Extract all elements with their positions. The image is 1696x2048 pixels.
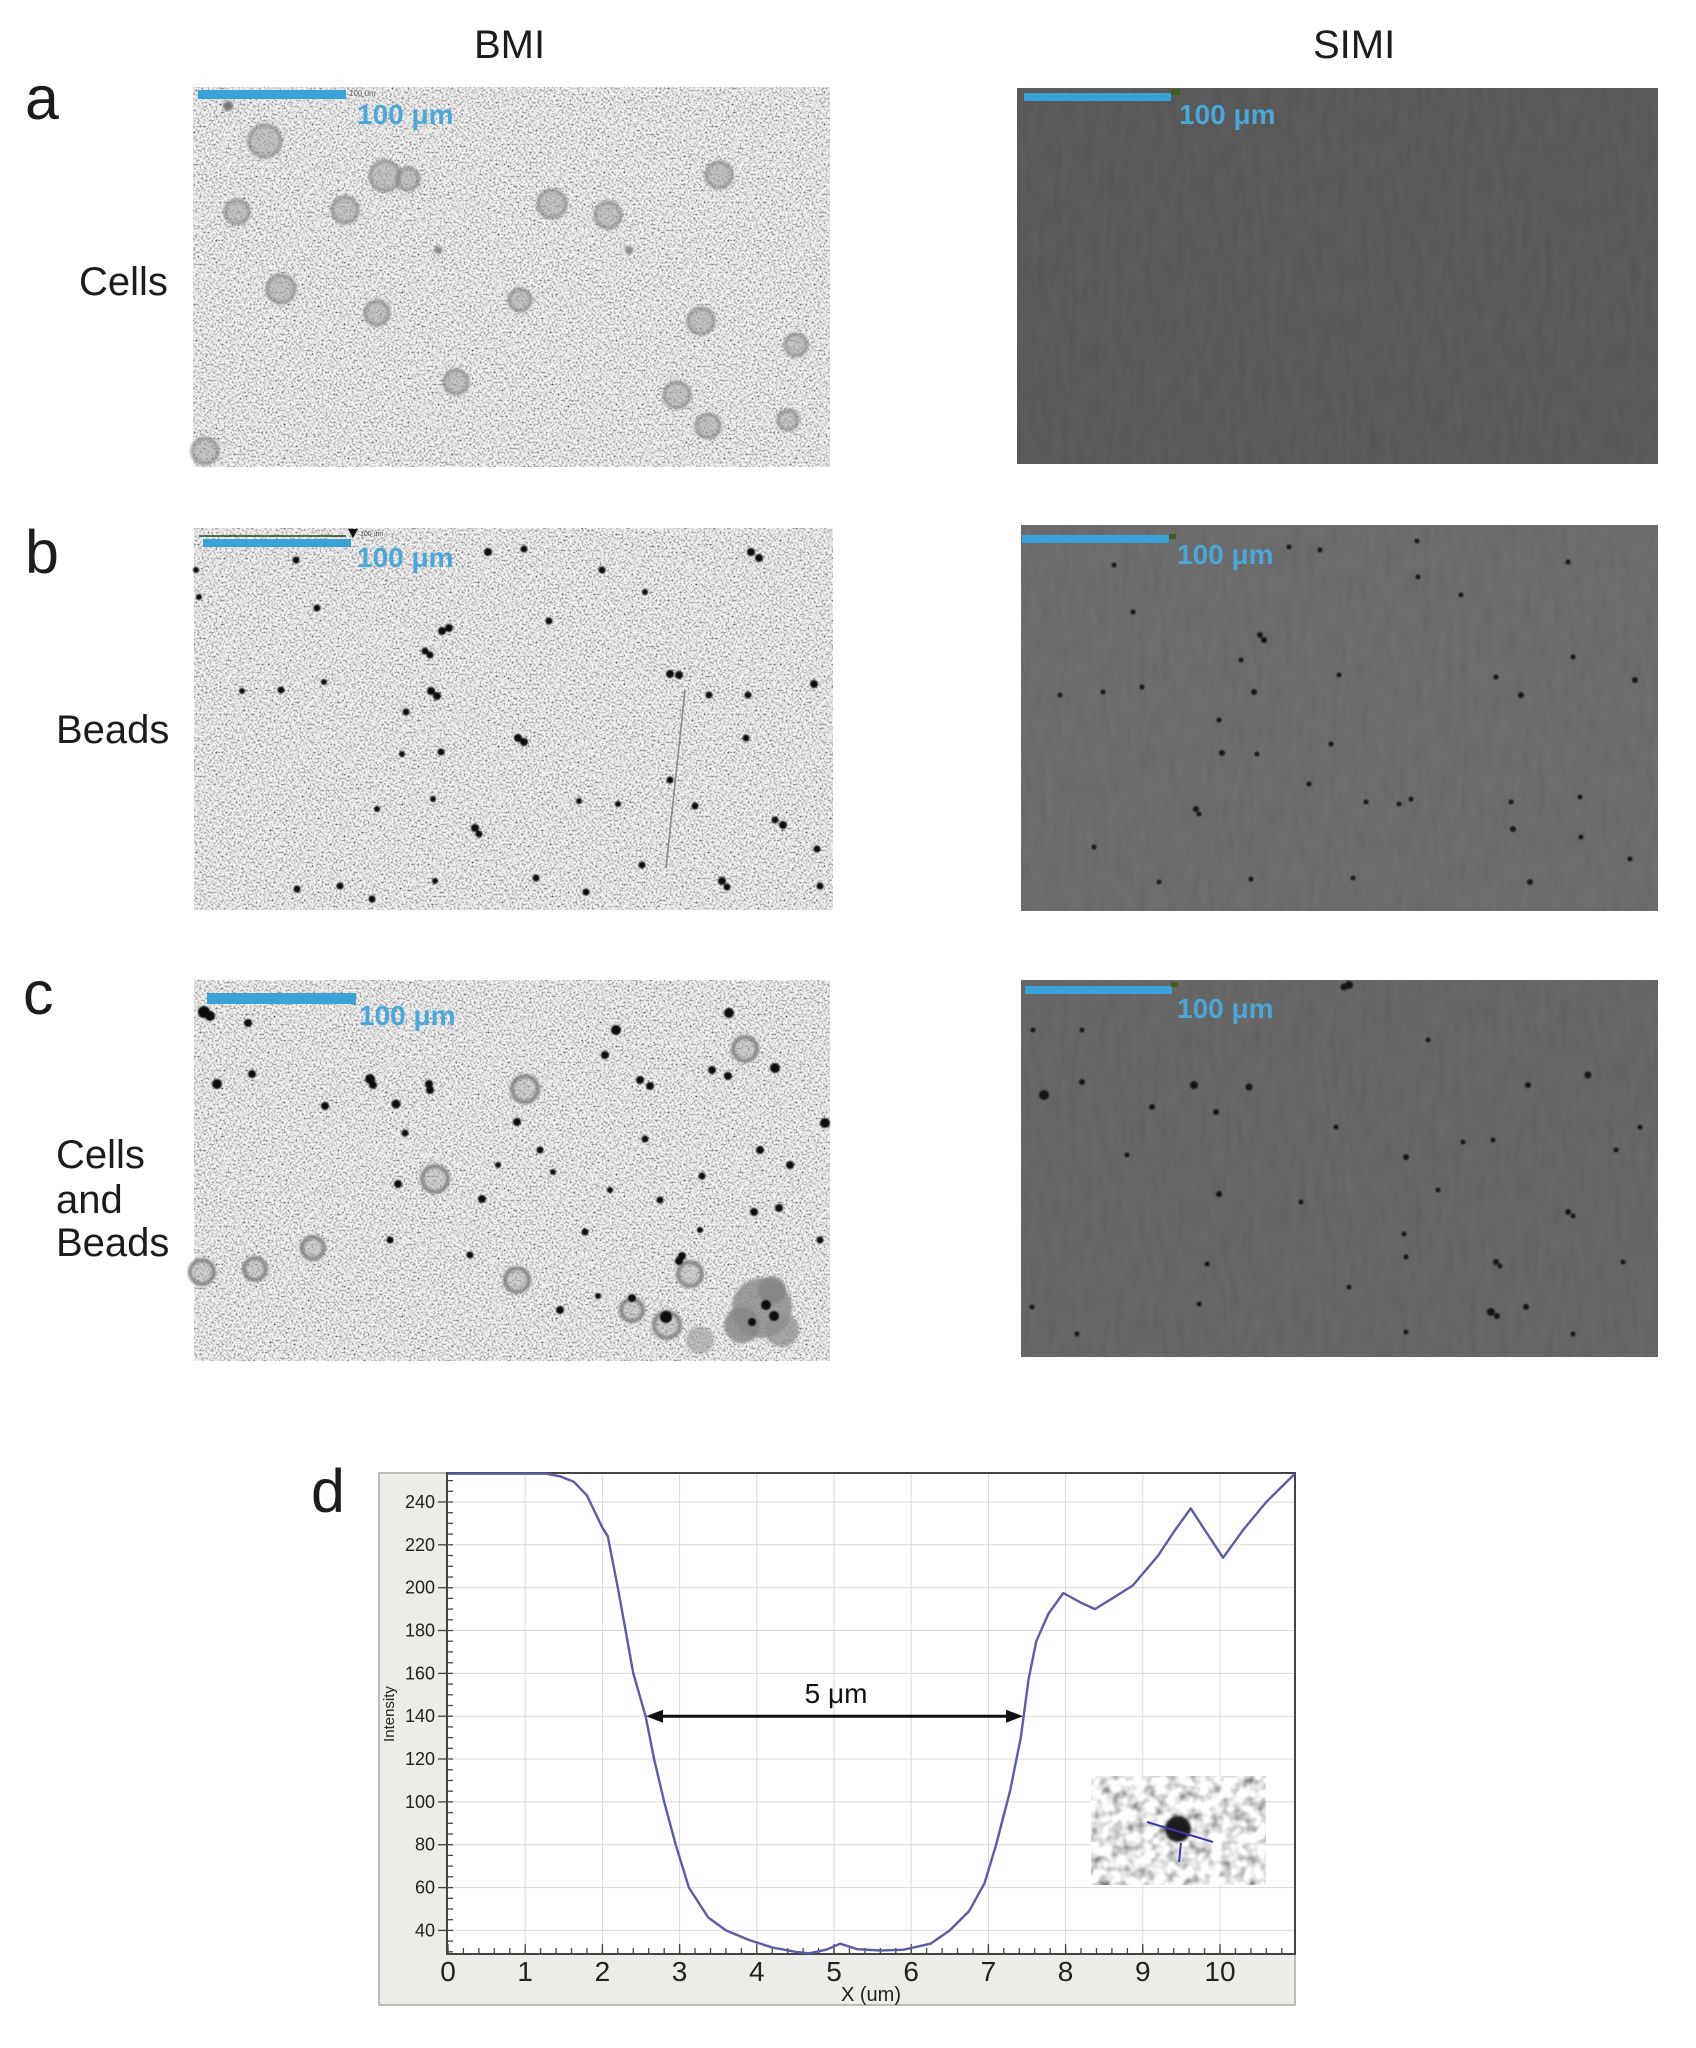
svg-text:Cells: Cells xyxy=(56,1133,145,1177)
svg-text:180: 180 xyxy=(405,1621,435,1641)
svg-text:b: b xyxy=(25,518,59,586)
svg-text:100 μm: 100 μm xyxy=(1179,99,1276,130)
svg-text:140: 140 xyxy=(405,1706,435,1726)
svg-text:240: 240 xyxy=(405,1492,435,1512)
svg-text:60: 60 xyxy=(415,1878,435,1898)
svg-text:SIMI: SIMI xyxy=(1313,23,1395,67)
svg-text:BMI: BMI xyxy=(474,23,545,67)
svg-text:100 μm: 100 μm xyxy=(357,99,454,130)
svg-text:100 um: 100 um xyxy=(349,89,376,98)
svg-text:1: 1 xyxy=(517,1956,533,1987)
svg-text:80: 80 xyxy=(415,1835,435,1855)
svg-text:220: 220 xyxy=(405,1535,435,1555)
svg-text:a: a xyxy=(25,64,59,132)
svg-text:10: 10 xyxy=(1204,1956,1235,1987)
svg-text:200: 200 xyxy=(405,1578,435,1598)
svg-text:Intensity: Intensity xyxy=(381,1686,398,1742)
svg-text:d: d xyxy=(311,1457,345,1525)
svg-text:and: and xyxy=(56,1178,123,1222)
svg-text:X (um): X (um) xyxy=(841,1984,901,2006)
svg-text:5: 5 xyxy=(826,1956,842,1987)
svg-text:3: 3 xyxy=(672,1956,688,1987)
svg-text:2: 2 xyxy=(595,1956,611,1987)
svg-text:100 μm: 100 μm xyxy=(1177,539,1274,570)
svg-text:0: 0 xyxy=(440,1956,456,1987)
svg-text:4: 4 xyxy=(749,1956,765,1987)
svg-text:c: c xyxy=(23,959,54,1027)
svg-text:40: 40 xyxy=(415,1920,435,1940)
svg-text:8: 8 xyxy=(1058,1956,1074,1987)
svg-text:6: 6 xyxy=(903,1956,919,1987)
svg-text:100 μm: 100 μm xyxy=(1177,993,1274,1024)
svg-text:Cells: Cells xyxy=(79,260,168,304)
svg-text:120: 120 xyxy=(405,1749,435,1769)
svg-text:7: 7 xyxy=(981,1956,997,1987)
svg-text:5 μm: 5 μm xyxy=(805,1678,868,1709)
svg-text:9: 9 xyxy=(1135,1956,1151,1987)
svg-text:100 μm: 100 μm xyxy=(359,1000,456,1031)
svg-text:160: 160 xyxy=(405,1663,435,1683)
svg-text:Beads: Beads xyxy=(56,1221,169,1265)
svg-text:100: 100 xyxy=(405,1792,435,1812)
svg-text:100 um: 100 um xyxy=(360,531,384,538)
svg-text:Beads: Beads xyxy=(56,708,169,752)
svg-text:100 μm: 100 μm xyxy=(357,542,454,573)
